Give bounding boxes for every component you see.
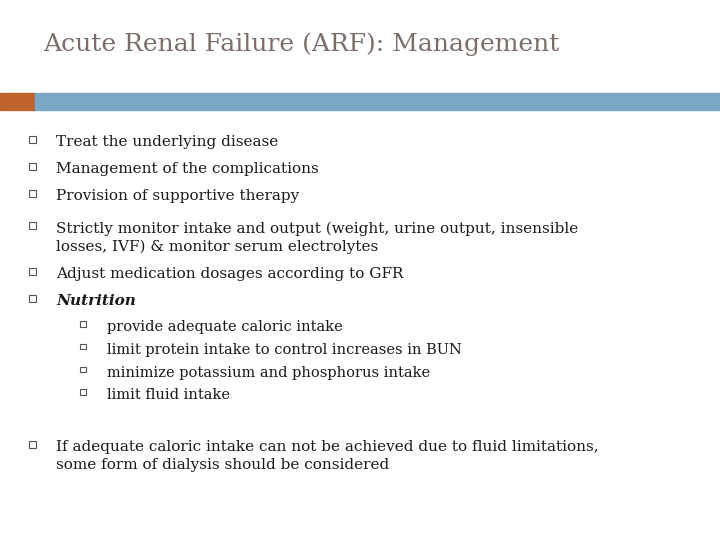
Text: Acute Renal Failure (ARF): Management: Acute Renal Failure (ARF): Management <box>43 32 559 56</box>
Bar <box>0 93 35 110</box>
Bar <box>80 367 86 372</box>
Text: minimize potassium and phosphorus intake: minimize potassium and phosphorus intake <box>107 366 430 380</box>
Bar <box>29 222 36 229</box>
Text: Treat the underlying disease: Treat the underlying disease <box>56 135 279 149</box>
Text: Adjust medication dosages according to GFR: Adjust medication dosages according to G… <box>56 267 404 281</box>
Bar <box>80 344 86 349</box>
Text: limit protein intake to control increases in BUN: limit protein intake to control increase… <box>107 343 462 357</box>
Text: Provision of supportive therapy: Provision of supportive therapy <box>56 189 300 203</box>
Bar <box>29 163 36 170</box>
Text: Nutrition: Nutrition <box>56 294 136 308</box>
Text: limit fluid intake: limit fluid intake <box>107 388 230 402</box>
Bar <box>35 93 720 110</box>
Bar <box>80 389 86 395</box>
Bar <box>29 295 36 302</box>
Bar <box>29 136 36 143</box>
Text: If adequate caloric intake can not be achieved due to fluid limitations,
some fo: If adequate caloric intake can not be ac… <box>56 440 599 472</box>
Bar <box>29 190 36 197</box>
Bar <box>80 321 86 327</box>
Bar <box>29 268 36 275</box>
Text: provide adequate caloric intake: provide adequate caloric intake <box>107 320 342 334</box>
Bar <box>29 441 36 448</box>
Text: Strictly monitor intake and output (weight, urine output, insensible
losses, IVF: Strictly monitor intake and output (weig… <box>56 221 578 254</box>
Text: Management of the complications: Management of the complications <box>56 162 319 176</box>
